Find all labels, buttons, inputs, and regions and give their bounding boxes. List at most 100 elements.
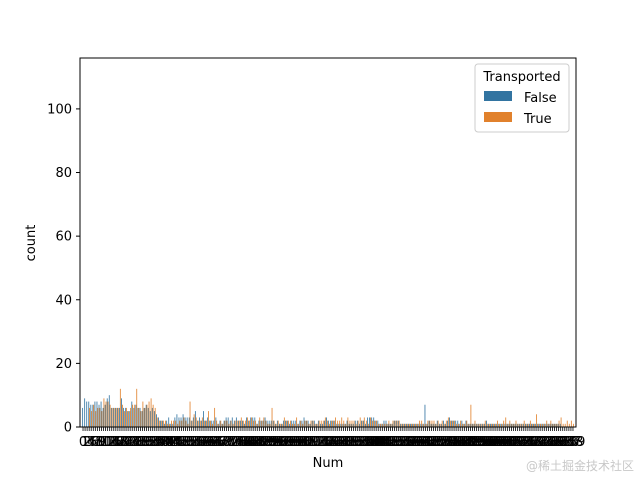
bar-false — [223, 420, 225, 427]
bar-true — [308, 423, 310, 427]
bar-false — [188, 417, 190, 427]
bar-false — [533, 423, 535, 427]
bar-true — [411, 423, 412, 427]
legend-entry-true: True — [523, 112, 552, 127]
bar-true — [177, 423, 179, 427]
bar-true — [390, 423, 392, 427]
bar-true — [283, 417, 285, 427]
bar-true — [365, 420, 367, 427]
bar-true — [142, 401, 144, 427]
bar-true — [212, 423, 213, 427]
bar-true — [511, 423, 513, 427]
x-tick-label: 107 — [290, 435, 315, 450]
x-tick-label: 31 — [138, 435, 155, 450]
bar-true — [552, 423, 554, 427]
x-tick-label: 88 — [255, 435, 272, 450]
bar-false — [361, 420, 362, 427]
bar-true — [183, 417, 185, 427]
bar-false — [102, 407, 104, 427]
bar-true — [472, 423, 474, 427]
bar-false — [463, 423, 465, 427]
bar-true — [263, 417, 265, 427]
bar-true — [386, 423, 388, 427]
bar-false — [510, 423, 512, 427]
bar-true — [378, 423, 380, 427]
bar-false — [92, 404, 94, 427]
bar-true — [105, 401, 107, 427]
bar-true — [388, 420, 390, 427]
bar-false — [317, 420, 319, 427]
bar-false — [305, 420, 307, 427]
x-tick-label: 180 — [440, 435, 465, 450]
bar-true — [335, 417, 336, 427]
x-tick-label: 81 — [241, 435, 258, 450]
bar-false — [295, 420, 297, 427]
bar-false — [410, 423, 412, 427]
x-tick-label: 74 — [226, 435, 243, 450]
bar-true — [517, 423, 519, 427]
x-tick-label: 155 — [388, 435, 413, 450]
x-tick-label: 150 — [378, 435, 403, 450]
bar-true — [91, 411, 93, 427]
bar-true — [554, 423, 556, 427]
bar-true — [119, 388, 121, 427]
x-tick-label: 59 — [196, 435, 213, 450]
bar-true — [210, 420, 211, 427]
x-tick-label: 23 — [122, 435, 139, 450]
x-tick-label: 102 — [280, 435, 305, 450]
bar-true — [370, 417, 371, 427]
x-tick-label: 211 — [503, 435, 528, 450]
x-tick-label: 210 — [501, 435, 526, 450]
x-tick-label: 176 — [431, 435, 456, 450]
x-tick-label: 160 — [399, 435, 424, 450]
bar-true — [113, 407, 115, 427]
x-tick-label: 172 — [423, 435, 448, 450]
bar-true — [148, 401, 150, 427]
bar-true — [429, 420, 431, 427]
x-tick-label: 133 — [343, 435, 368, 450]
x-tick-label: 124 — [325, 435, 350, 450]
x-tick-label: 218 — [518, 435, 543, 450]
bar-true — [300, 420, 302, 427]
x-tick-label: 178 — [436, 435, 461, 450]
bar-false — [389, 423, 391, 427]
bar-true — [357, 420, 359, 427]
y-tick-label: 100 — [47, 102, 72, 117]
x-tick-label: 58 — [194, 435, 211, 450]
bar-false — [139, 407, 141, 427]
bar-false — [248, 420, 250, 427]
x-tick-label: 181 — [442, 435, 467, 450]
x-tick-label: 25 — [126, 435, 143, 450]
bar-false — [84, 398, 86, 427]
bar-true — [222, 423, 224, 427]
bar-true — [394, 420, 396, 427]
x-tick-label: 65 — [208, 435, 225, 450]
bar-false — [473, 423, 475, 427]
bar-true — [413, 423, 414, 427]
bar-false — [338, 423, 340, 427]
x-tick-label: 40 — [157, 435, 174, 450]
bar-true — [493, 423, 494, 427]
x-tick-label: 114 — [304, 435, 329, 450]
bar-true — [281, 423, 283, 427]
x-tick-label: 164 — [407, 435, 432, 450]
bar-true — [519, 423, 521, 427]
bar-true — [454, 420, 455, 427]
x-tick-label: 189 — [458, 435, 483, 450]
bar-false — [246, 417, 248, 427]
bar-true — [402, 423, 404, 427]
bar-true — [351, 420, 353, 427]
bar-false — [334, 420, 336, 427]
x-tick-label: 212 — [505, 435, 530, 450]
x-tick-label: 24 — [124, 435, 141, 450]
bar-true — [449, 420, 451, 427]
bar-true — [349, 420, 351, 427]
bar-true — [423, 423, 425, 427]
bar-true — [228, 423, 230, 427]
x-tick-label: 41 — [159, 435, 176, 450]
x-tick-label: 151 — [380, 435, 405, 450]
bar-false — [553, 423, 555, 427]
x-tick-label: 70 — [218, 435, 235, 450]
x-tick-label: 207 — [495, 435, 520, 450]
bar-false — [508, 423, 510, 427]
